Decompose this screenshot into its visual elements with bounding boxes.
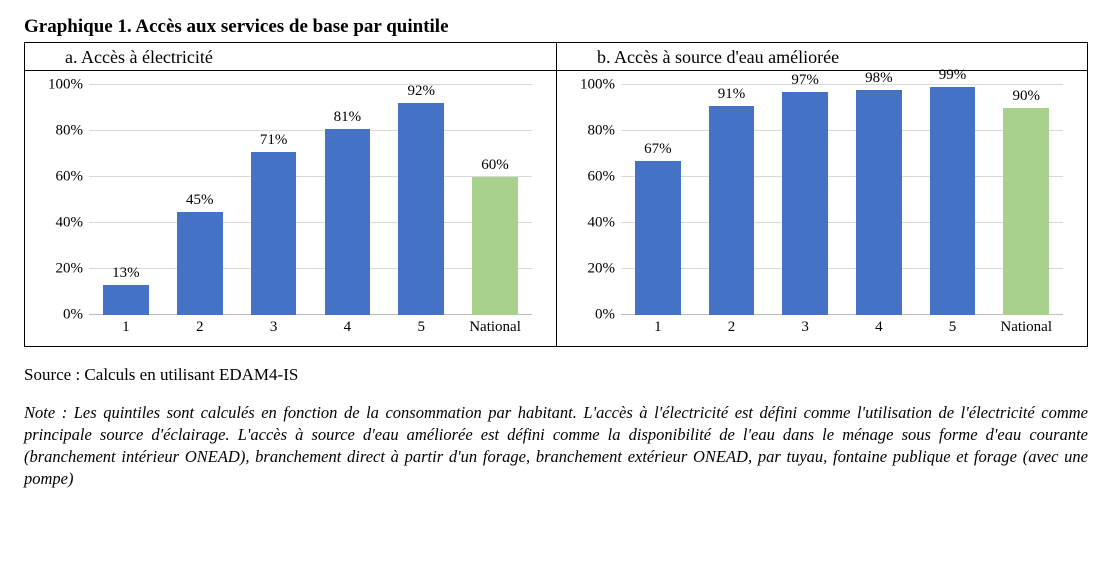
bar-slot: 81%: [310, 85, 384, 315]
bar-value-label: 71%: [260, 132, 288, 149]
x-tick-label: 4: [842, 315, 916, 336]
bar-value-label: 97%: [791, 72, 819, 89]
figure-container: Graphique 1. Accès aux services de base …: [24, 16, 1088, 491]
y-tick-label: 80%: [39, 123, 83, 140]
x-tick-label: 2: [163, 315, 237, 336]
x-tick-label: National: [989, 315, 1063, 336]
bar-quintile: [856, 90, 902, 315]
bar-quintile: [103, 285, 149, 315]
x-tick-label: 2: [695, 315, 769, 336]
panel-electricity-title: a. Accès à électricité: [25, 43, 556, 71]
y-tick-label: 100%: [39, 77, 83, 94]
bar-quintile: [325, 129, 371, 315]
bar-slot: 92%: [384, 85, 458, 315]
x-tick-label: 3: [768, 315, 842, 336]
y-tick-label: 80%: [571, 123, 615, 140]
y-tick-label: 100%: [571, 77, 615, 94]
y-tick-label: 60%: [39, 169, 83, 186]
bar-slot: 60%: [458, 85, 532, 315]
y-tick-label: 20%: [39, 261, 83, 278]
bar-value-label: 90%: [1012, 88, 1040, 105]
y-tick-label: 20%: [571, 261, 615, 278]
bar-quintile: [251, 152, 297, 315]
note-text: Note : Les quintiles sont calculés en fo…: [24, 402, 1088, 491]
plot-area-water: 0%20%40%60%80%100%67%91%97%98%99%90%: [621, 85, 1063, 315]
bars: 67% 91% 97%98%99% 90%: [621, 85, 1063, 315]
x-axis-electricity: 12345National: [89, 315, 532, 336]
source-text: Source : Calculs en utilisant EDAM4-IS: [24, 365, 1088, 385]
panel-water-title: b. Accès à source d'eau améliorée: [557, 43, 1087, 71]
y-tick-label: 40%: [39, 215, 83, 232]
bar-quintile: [709, 106, 755, 315]
y-tick-label: 40%: [571, 215, 615, 232]
y-tick-label: 0%: [39, 307, 83, 324]
bar-value-label: 91%: [718, 86, 746, 103]
x-tick-label: 1: [621, 315, 695, 336]
bar-value-label: 99%: [939, 67, 967, 84]
panels-row: a. Accès à électricité 0%20%40%60%80%100…: [24, 42, 1088, 347]
x-tick-label: 5: [916, 315, 990, 336]
bar-slot: 45%: [163, 85, 237, 315]
bar-value-label: 60%: [481, 157, 509, 174]
panel-water: b. Accès à source d'eau améliorée 0% 20% 4…: [556, 43, 1087, 346]
figure-title: Graphique 1. Accès aux services de base …: [24, 16, 1088, 38]
bar-slot: 98%: [842, 85, 916, 315]
bar-quintile: [635, 161, 681, 315]
y-tick-label: 60%: [571, 169, 615, 186]
bar-national: [1003, 108, 1049, 315]
x-tick-label: 3: [237, 315, 311, 336]
bar-value-label: 81%: [334, 109, 362, 126]
bar-quintile: [398, 103, 444, 315]
x-tick-label: 4: [310, 315, 384, 336]
chart-water: 0%20%40%60%80%100%67%91%97%98%99%90% 123…: [557, 71, 1087, 346]
bar-value-label: 98%: [865, 70, 893, 87]
bar-quintile: [177, 212, 223, 316]
bar-slot: 97%: [768, 85, 842, 315]
plot-area-electricity: 0%20%40%60%80%100%13%45%71%81%92%60%: [89, 85, 532, 315]
panel-electricity: a. Accès à électricité 0% 20% 40% 60% 80% 100…: [25, 43, 556, 346]
y-tick-label: 0%: [571, 307, 615, 324]
bar-slot: 71%: [237, 85, 311, 315]
x-tick-label: 5: [384, 315, 458, 336]
x-tick-label: National: [458, 315, 532, 336]
bar-slot: 91%: [695, 85, 769, 315]
bar-value-label: 13%: [112, 265, 140, 282]
bar-slot: 90%: [989, 85, 1063, 315]
bar-slot: 67%: [621, 85, 695, 315]
bar-slot: 99%: [916, 85, 990, 315]
x-tick-label: 1: [89, 315, 163, 336]
bar-value-label: 67%: [644, 141, 672, 158]
x-axis-water: 12345National: [621, 315, 1063, 336]
bar-quintile: [930, 87, 976, 315]
bar-quintile: [782, 92, 828, 315]
bar-national: [472, 177, 518, 315]
bars: 13% 45% 71% 81% 92% 60%: [89, 85, 532, 315]
chart-electricity: 0% 20% 40% 60% 80% 100% 13% 45% 71% 81% 92% 60% 123…: [25, 71, 556, 346]
bar-value-label: 92%: [407, 83, 435, 100]
bar-value-label: 45%: [186, 192, 214, 209]
bar-slot: 13%: [89, 85, 163, 315]
